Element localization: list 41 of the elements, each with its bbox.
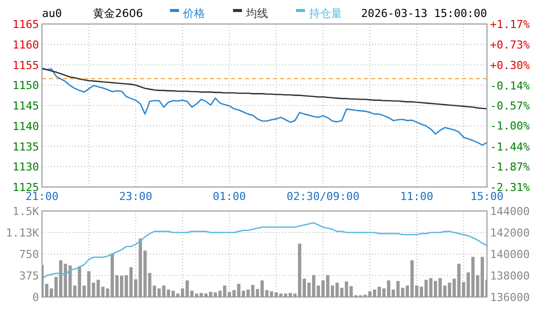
legend-label: 价格	[182, 7, 205, 20]
chart-title: 黄金2606	[93, 7, 143, 20]
y2-tick-label: 140000	[490, 248, 530, 261]
y-tick-label: 1140	[12, 120, 39, 133]
y2-tick-label: -1.00%	[490, 120, 530, 133]
y-tick-label: 1145	[12, 100, 39, 112]
y-tick-label: 1160	[12, 38, 39, 52]
y-tick-label: 1165	[12, 18, 39, 31]
x-tick-label: 01:00	[212, 190, 246, 203]
x-tick-label: 11:00	[400, 190, 434, 203]
line-series	[41, 67, 488, 146]
y-tick-label: 0	[32, 291, 39, 304]
text: 2026-03-13 15:00:00	[361, 7, 487, 20]
y-tick-label: 1130	[12, 160, 39, 174]
y-tick-label: 750	[19, 248, 39, 261]
y2-tick-label: 136000	[490, 291, 530, 304]
x-tick-label: 21:00	[25, 190, 59, 203]
legend-label: 持仓量	[309, 7, 342, 20]
y2-tick-label: +0.73%	[490, 38, 530, 52]
y-tick-label: 1.5K	[12, 205, 40, 218]
legend-label: 均线	[245, 7, 268, 20]
y2-tick-label: -0.57%	[490, 100, 530, 112]
line-series	[41, 222, 488, 280]
text: au0	[42, 7, 62, 20]
y-tick-label: 1150	[12, 79, 39, 92]
y2-tick-label: -1.44%	[490, 140, 530, 154]
y2-tick-label: 144000	[490, 205, 530, 218]
y2-tick-label: 142000	[490, 226, 530, 240]
y-tick-label: 375	[19, 270, 39, 282]
line-series	[41, 68, 488, 110]
x-tick-label: 15:00	[470, 190, 504, 203]
y2-tick-label: -1.87%	[490, 160, 530, 174]
x-tick-label: 23:00	[119, 190, 152, 203]
y2-tick-label: -0.14%	[490, 79, 530, 92]
y2-tick-label: +0.30%	[490, 58, 530, 72]
y-tick-label: 1155	[12, 58, 39, 72]
y-tick-label: 1.13K	[6, 226, 40, 240]
y2-tick-label: 138000	[490, 270, 530, 282]
y2-tick-label: +1.17%	[490, 18, 530, 31]
x-tick-label: 02:30/09:00	[286, 190, 360, 203]
y-tick-label: 1135	[12, 140, 39, 154]
